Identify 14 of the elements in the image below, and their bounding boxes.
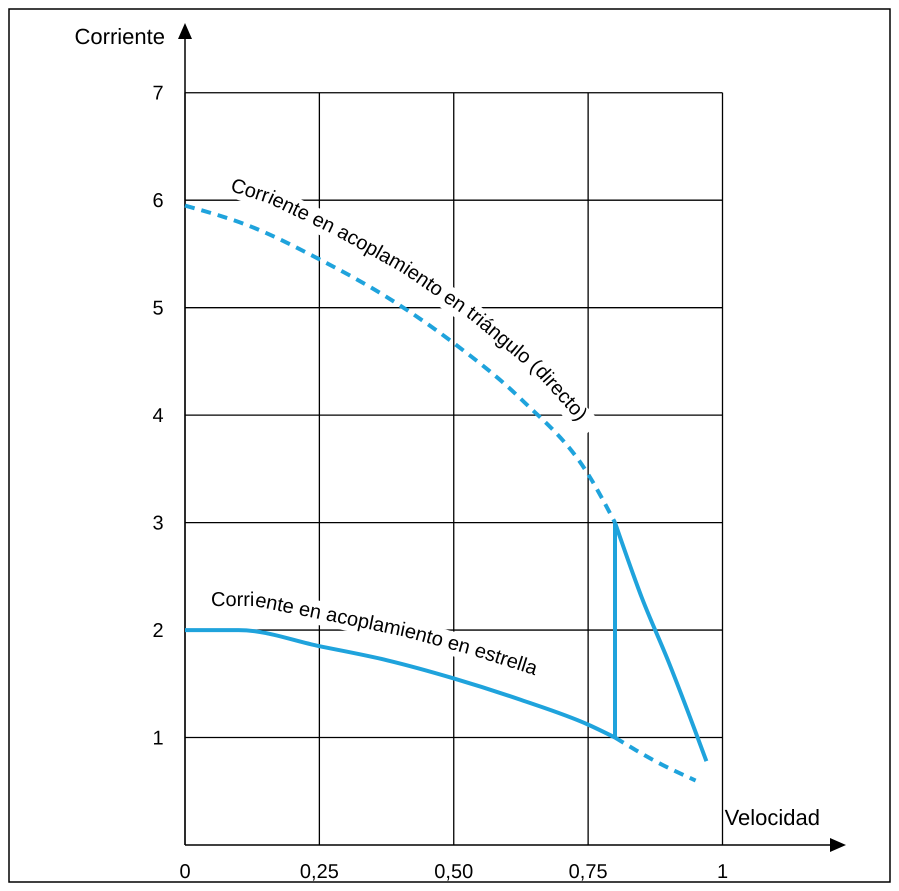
x-tick-label: 1 xyxy=(716,861,728,883)
y-tick-label: 6 xyxy=(152,190,164,212)
y-tick-label: 2 xyxy=(152,620,164,642)
x-tick-label: 0,25 xyxy=(300,861,339,883)
x-axis-title: Velocidad xyxy=(724,805,820,830)
y-tick-label: 1 xyxy=(152,728,164,750)
x-tick-label: 0 xyxy=(179,861,191,883)
y-tick-label: 5 xyxy=(152,298,164,320)
y-tick-label: 3 xyxy=(152,512,164,535)
y-tick-label: 4 xyxy=(152,405,164,428)
x-tick-label: 0,75 xyxy=(568,861,608,883)
x-tick-label: 0,50 xyxy=(434,861,474,883)
y-tick-label: 7 xyxy=(152,82,164,105)
y-axis-title: Corriente xyxy=(74,24,165,49)
